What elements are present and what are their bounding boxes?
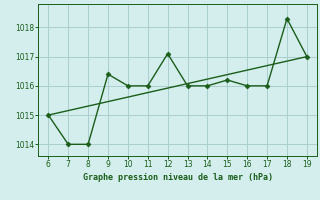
X-axis label: Graphe pression niveau de la mer (hPa): Graphe pression niveau de la mer (hPa) bbox=[83, 173, 273, 182]
